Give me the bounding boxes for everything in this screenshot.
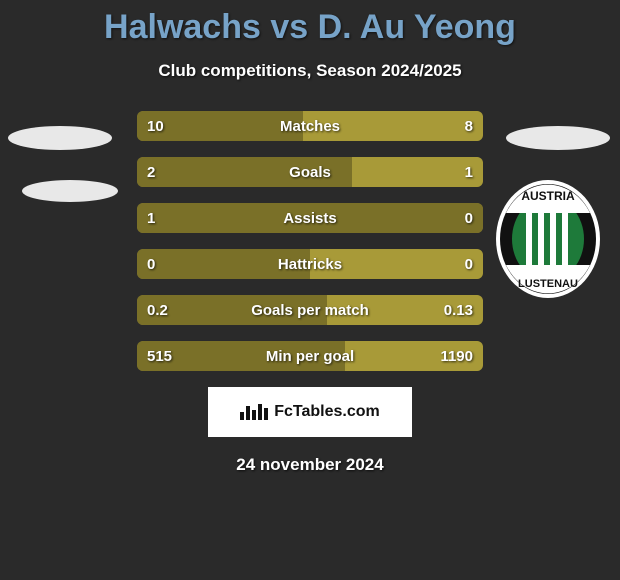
logo-bars-icon xyxy=(240,404,268,420)
stat-row: 0.2Goals per match0.13 xyxy=(137,295,483,325)
stat-value-right: 0 xyxy=(465,256,473,273)
logo-text: FcTables.com xyxy=(274,403,380,421)
stat-value-right: 1 xyxy=(465,164,473,181)
stat-label: Assists xyxy=(137,210,483,227)
site-logo: FcTables.com xyxy=(208,387,412,437)
stat-row: 2Goals1 xyxy=(137,157,483,187)
stat-label: Hattricks xyxy=(137,256,483,273)
stat-value-right: 0 xyxy=(465,210,473,227)
date-line: 24 november 2024 xyxy=(0,455,620,475)
subtitle: Club competitions, Season 2024/2025 xyxy=(0,61,620,81)
stat-label: Min per goal xyxy=(137,348,483,365)
page-title: Halwachs vs D. Au Yeong xyxy=(0,0,620,47)
stat-label: Matches xyxy=(137,118,483,135)
stat-value-right: 1190 xyxy=(440,348,473,365)
stat-label: Goals per match xyxy=(137,302,483,319)
stat-value-right: 0.13 xyxy=(444,302,473,319)
stat-rows: 10Matches82Goals11Assists00Hattricks00.2… xyxy=(137,111,483,371)
stat-row: 0Hattricks0 xyxy=(137,249,483,279)
stat-value-right: 8 xyxy=(465,118,473,135)
stat-row: 10Matches8 xyxy=(137,111,483,141)
stat-row: 1Assists0 xyxy=(137,203,483,233)
stat-row: 515Min per goal1190 xyxy=(137,341,483,371)
stat-label: Goals xyxy=(137,164,483,181)
